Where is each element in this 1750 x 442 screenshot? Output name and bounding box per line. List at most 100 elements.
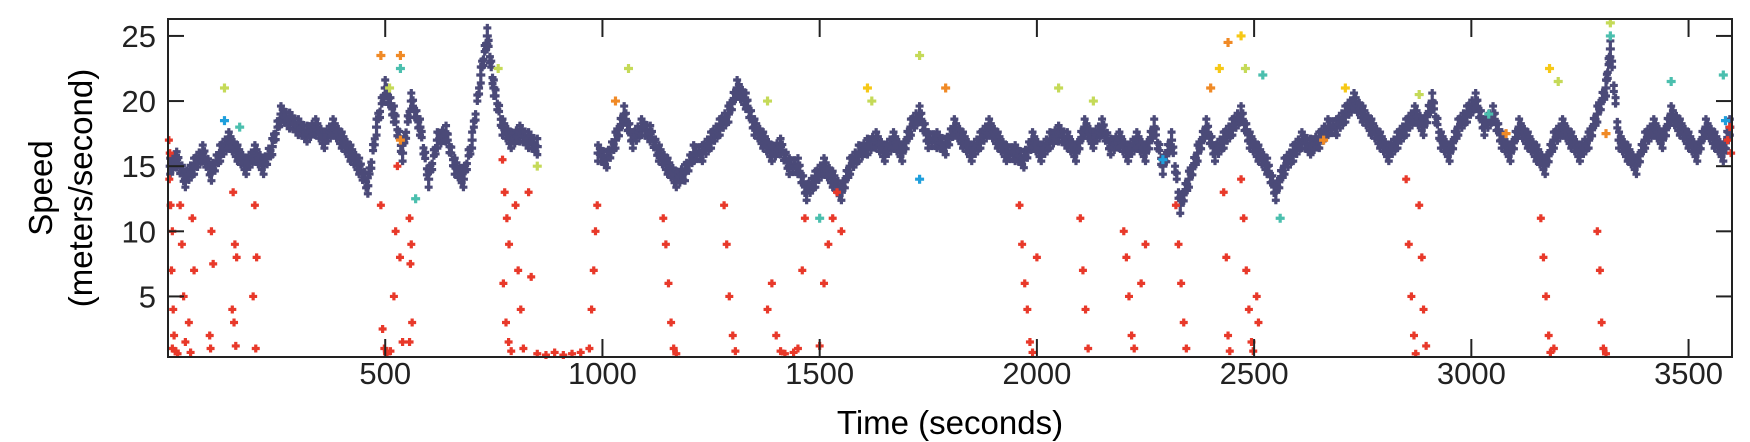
moving-point (424, 174, 434, 184)
trace-marker (1098, 115, 1107, 124)
stopped-point (206, 344, 215, 353)
outlier-point (1206, 83, 1216, 93)
outlier-point (1214, 63, 1224, 73)
stopped-point (170, 331, 179, 340)
stopped-point (498, 155, 507, 164)
trace-marker (733, 76, 742, 85)
outlier-point (235, 122, 245, 132)
trace-marker (415, 115, 424, 124)
stopped-point (389, 292, 398, 301)
trace-marker (680, 176, 689, 185)
trace-marker (1306, 150, 1315, 159)
trace-marker (391, 117, 400, 126)
stopped-point (249, 292, 258, 301)
trace-marker (1410, 102, 1419, 111)
trace-marker (811, 183, 820, 192)
outlier-point (1240, 63, 1250, 73)
stopped-point (667, 318, 676, 327)
stopped-point (664, 279, 673, 288)
trace-marker (1433, 120, 1442, 129)
axis-ticks: 500 1000 1500 2000 2500 3000 3500 5 10 15 20 25 (122, 19, 1732, 391)
trace-marker (1341, 118, 1350, 127)
stopped-point (1544, 331, 1553, 340)
stopped-point (763, 305, 772, 314)
trace-marker (1567, 128, 1576, 137)
stopped-point (395, 253, 404, 262)
trace-marker (363, 189, 372, 198)
trace-marker (898, 157, 907, 166)
trace-marker (1211, 157, 1220, 166)
trace-marker (993, 128, 1002, 137)
outlier-point (1236, 31, 1246, 41)
stopped-point (820, 279, 829, 288)
trace-marker (181, 183, 190, 192)
trace-marker (369, 146, 378, 155)
trace-marker (1254, 141, 1263, 150)
outlier-point (1601, 129, 1611, 139)
trace-marker (1393, 144, 1402, 153)
outlier-point (1720, 116, 1730, 126)
stopped-point (229, 188, 238, 197)
stopped-point (232, 253, 241, 262)
trace-marker (1623, 141, 1632, 150)
trace-marker (1289, 157, 1298, 166)
outlier-point (1414, 90, 1424, 100)
trace-marker (242, 170, 251, 179)
trace-marker (533, 134, 542, 143)
trace-marker (468, 128, 477, 137)
trace-marker (698, 157, 707, 166)
moving-point (398, 148, 408, 158)
trace-marker (1358, 102, 1367, 111)
stopped-point (1119, 227, 1128, 236)
trace-marker (479, 55, 488, 64)
stopped-point (231, 341, 240, 350)
trace-marker (901, 138, 910, 147)
stopped-point (589, 266, 598, 275)
trace-marker (614, 125, 623, 134)
stopped-point (165, 175, 174, 184)
trace-marker (1197, 138, 1206, 147)
trace-marker (1184, 183, 1193, 192)
trace-marker (1428, 89, 1437, 98)
trace-marker (1658, 144, 1667, 153)
trace-marker (880, 157, 889, 166)
trace-marker (433, 144, 442, 153)
stopped-point (731, 347, 740, 356)
trace-marker (1588, 125, 1597, 134)
outlier-point (1545, 63, 1555, 73)
stopped-point (527, 272, 536, 281)
stopped-point (798, 266, 807, 275)
stopped-point (252, 253, 261, 262)
trace-marker (1188, 164, 1197, 173)
trace-marker (303, 137, 312, 146)
outlier-point (1158, 155, 1168, 165)
stopped-point (1404, 240, 1413, 249)
stopped-point (837, 227, 846, 236)
trace-marker (190, 170, 199, 179)
outlier-point (1718, 70, 1728, 80)
moving-point (458, 174, 468, 184)
stopped-point (504, 338, 513, 347)
stopped-point (250, 201, 259, 210)
trace-marker (1541, 170, 1550, 179)
stopped-point (516, 305, 525, 314)
outlier-point (1275, 213, 1285, 223)
stopped-point (1595, 266, 1604, 275)
stopped-point (500, 188, 509, 197)
stopped-point (1124, 292, 1133, 301)
stopped-point (1536, 214, 1545, 223)
outlier-point (915, 174, 925, 184)
trace-marker (1710, 128, 1719, 137)
stopped-point (1542, 292, 1551, 301)
stopped-point (1402, 175, 1411, 184)
outlier-point (219, 83, 229, 93)
stopped-point (1023, 305, 1032, 314)
trace-marker (428, 159, 437, 168)
stopped-point (1225, 347, 1234, 356)
trace-marker (1480, 131, 1489, 140)
stopped-point (1081, 305, 1090, 314)
trace-marker (776, 134, 785, 143)
stopped-point (661, 240, 670, 249)
trace-marker (863, 150, 872, 159)
stopped-point (1417, 253, 1426, 262)
